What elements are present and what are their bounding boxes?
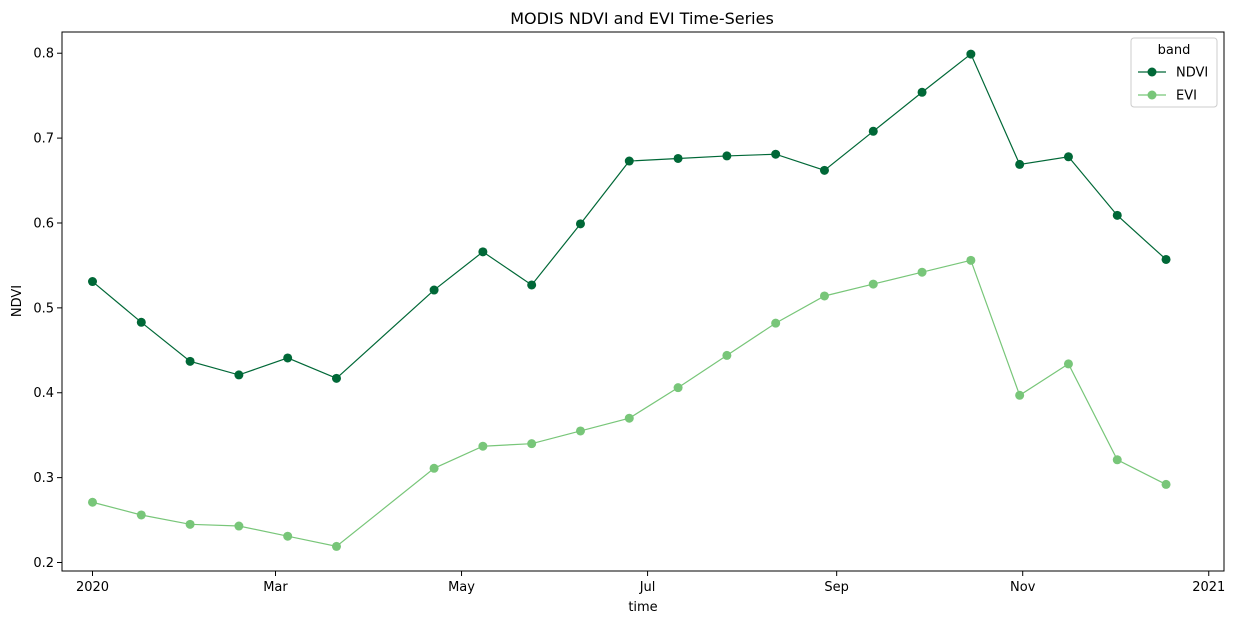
legend-ndvi-label: NDVI: [1176, 66, 1208, 81]
evi-point: [429, 463, 439, 473]
y-axis: 0.2 0.3 0.4 0.5 0.6 0.7 0.8: [33, 47, 62, 571]
x-tick-label: 2021: [1192, 580, 1225, 595]
ndvi-point: [234, 370, 244, 380]
ndvi-point: [1161, 254, 1171, 264]
evi-point: [185, 519, 195, 529]
evi-point: [87, 497, 97, 507]
x-axis-label: time: [628, 600, 657, 615]
evi-point: [722, 350, 732, 360]
evi-point: [917, 267, 927, 277]
x-axis: 2020 Mar May Jul Sep Nov 2021: [76, 571, 1225, 595]
y-tick-label: 0.6: [33, 216, 54, 231]
y-axis-label: NDVI: [10, 285, 25, 317]
x-tick-label: Mar: [263, 580, 288, 595]
x-tick-label: Nov: [1010, 580, 1036, 595]
evi-point: [1015, 390, 1025, 400]
legend-box: [1130, 37, 1218, 108]
ndvi-point: [1063, 152, 1073, 162]
evi-point: [1063, 359, 1073, 369]
legend-evi-marker: [1147, 90, 1157, 100]
evi-point: [1112, 455, 1122, 465]
legend-title: band: [1158, 43, 1191, 58]
ndvi-point: [624, 156, 634, 166]
ndvi-point: [87, 277, 97, 287]
ndvi-point: [283, 353, 293, 363]
legend-evi-label: EVI: [1176, 89, 1197, 104]
evi-point: [478, 441, 488, 451]
legend-ndvi-marker: [1147, 67, 1157, 77]
evi-point: [1161, 479, 1171, 489]
ndvi-point: [185, 356, 195, 366]
x-tick-label: Sep: [824, 580, 849, 595]
chart-title: MODIS NDVI and EVI Time-Series: [510, 9, 774, 28]
ndvi-point: [478, 247, 488, 257]
ndvi-point: [575, 219, 585, 229]
y-tick-label: 0.8: [33, 47, 54, 62]
evi-line: [92, 259, 1167, 548]
legend: band NDVI EVI: [1130, 37, 1218, 108]
ndvi-point: [527, 280, 537, 290]
y-tick-label: 0.3: [33, 471, 54, 486]
evi-point: [331, 541, 341, 551]
ndvi-point: [1015, 159, 1025, 169]
x-tick-label: May: [448, 580, 475, 595]
evi-point: [819, 291, 829, 301]
evi-point: [771, 318, 781, 328]
series-layer: [87, 49, 1171, 551]
evi-point: [234, 521, 244, 531]
x-tick-label: 2020: [76, 580, 109, 595]
ndvi-point: [1112, 210, 1122, 220]
ndvi-point: [673, 153, 683, 163]
ndvi-point: [429, 285, 439, 295]
evi-point: [136, 510, 146, 520]
y-tick-label: 0.7: [33, 132, 54, 147]
ndvi-line: [92, 53, 1167, 380]
evi-point: [624, 413, 634, 423]
evi-point: [868, 279, 878, 289]
y-tick-label: 0.2: [33, 556, 54, 571]
y-tick-label: 0.5: [33, 301, 54, 316]
ndvi-point: [331, 373, 341, 383]
ndvi-point: [966, 49, 976, 59]
ndvi-point: [917, 87, 927, 97]
evi-point: [283, 531, 293, 541]
evi-point: [966, 255, 976, 265]
ndvi-point: [722, 151, 732, 161]
y-tick-label: 0.4: [33, 386, 54, 401]
ndvi-point: [868, 126, 878, 136]
evi-point: [673, 383, 683, 393]
ndvi-point: [771, 149, 781, 159]
plot-area: [61, 31, 1225, 572]
evi-point: [575, 426, 585, 436]
ndvi-point: [136, 317, 146, 327]
evi-point: [527, 439, 537, 449]
x-tick-label: Jul: [639, 580, 656, 595]
ndvi-point: [819, 165, 829, 175]
